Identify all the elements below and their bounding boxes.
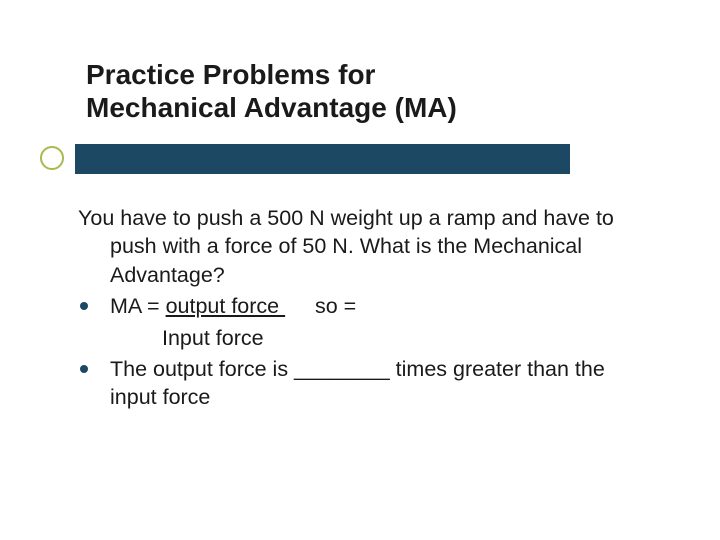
formula-denominator: Input force [78,324,642,352]
bullet-item-conclusion: The output force is ________ times great… [78,355,642,412]
problem-statement: You have to push a 500 N weight up a ram… [78,204,642,289]
bullet-icon [78,292,110,310]
bullet-text-formula: MA = output force so = [110,292,642,320]
title-line-1: Practice Problems for [86,59,375,90]
bullet-text-conclusion: The output force is ________ times great… [110,355,642,412]
slide-container: Practice Problems for Mechanical Advanta… [0,0,720,540]
accent-circle-icon [40,146,64,170]
formula-prefix: MA = [110,294,166,318]
bullet-icon [78,355,110,373]
title-decoration [78,142,642,176]
formula-suffix: so = [285,294,356,318]
slide-title: Practice Problems for Mechanical Advanta… [86,58,642,124]
bullet-item-formula: MA = output force so = [78,292,642,320]
accent-bar [75,144,570,174]
title-line-2: Mechanical Advantage (MA) [86,92,457,123]
slide-body: You have to push a 500 N weight up a ram… [78,204,642,412]
formula-numerator: output force [166,294,286,318]
